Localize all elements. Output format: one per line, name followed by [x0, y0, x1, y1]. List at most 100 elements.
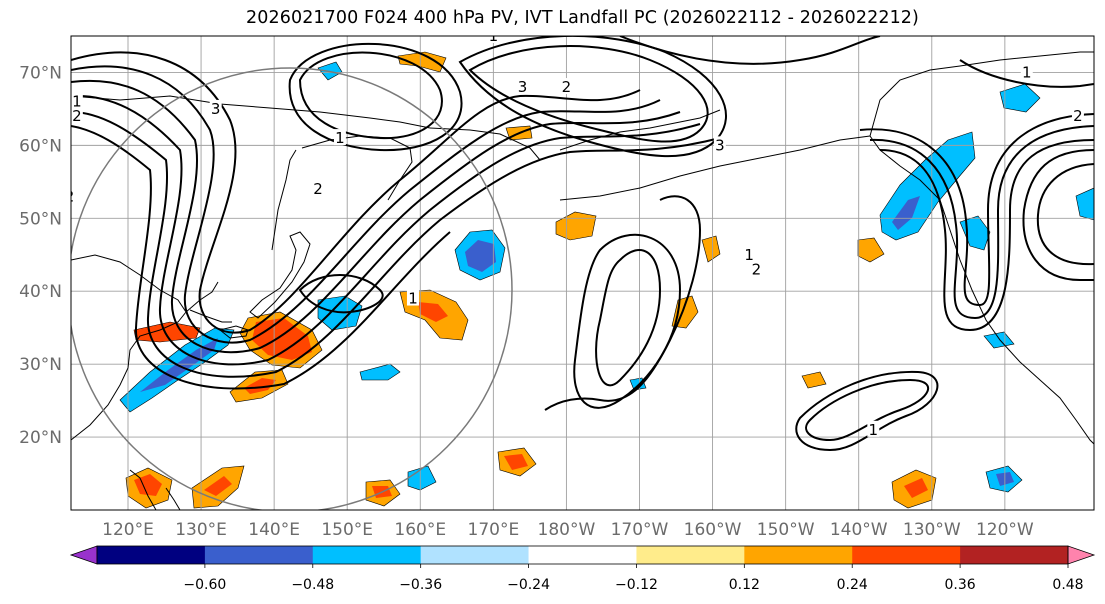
- contour-label-background: [487, 36, 500, 43]
- contour-value-label: 3: [211, 100, 221, 118]
- latitude-label: 60°N: [19, 136, 62, 156]
- longitude-label: 160°W: [684, 520, 742, 540]
- latitude-axis: 70°N 60°N 50°N 40°N 30°N 20°N: [19, 63, 62, 448]
- pv-contours: [71, 36, 1094, 452]
- latitude-label: 70°N: [19, 63, 62, 83]
- contour-label-background: [1020, 63, 1033, 80]
- landfall-radius-circle: [71, 67, 513, 510]
- latitude-label: 20°N: [19, 428, 62, 448]
- contour-value-label: 1: [72, 93, 82, 111]
- negative-anomaly-mid-pacific-small: [359, 363, 401, 381]
- contour-value-label: 2: [752, 260, 762, 278]
- positive-anomaly-south-of-japan-2-core: [244, 378, 276, 394]
- positive-anomaly-tropics-170e-core: [504, 454, 528, 470]
- longitude-label: 150°W: [757, 520, 815, 540]
- contour-value-label: 2: [65, 187, 75, 205]
- positive-anomaly-150w-south: [801, 371, 827, 389]
- colorbar-frame: [96, 545, 1069, 565]
- latitude-label: 50°N: [19, 209, 62, 229]
- positive-anomaly-155w: [701, 235, 721, 263]
- contour-value-label: 1: [335, 129, 345, 147]
- contour-label-background: [333, 129, 346, 146]
- graticule: [71, 36, 1094, 510]
- colorbar-tick-label: −0.12: [615, 577, 658, 593]
- colorbar-segment: [204, 546, 314, 564]
- longitude-label: 140°W: [830, 520, 888, 540]
- colorbar-tick-label: 0.12: [729, 577, 760, 593]
- contour-label-background: [1071, 107, 1084, 124]
- colorbar-tick-label: −0.24: [507, 577, 550, 593]
- latitude-label: 40°N: [19, 282, 62, 302]
- longitude-label: 150°E: [321, 520, 373, 540]
- contour-value-label: 3: [715, 136, 725, 154]
- contour-value-label: 1: [408, 290, 418, 308]
- positive-anomaly-tropics-135w-core: [904, 478, 928, 498]
- contour-value-label: 2: [1073, 107, 1083, 125]
- colorbar-tick-label: −0.36: [399, 577, 442, 593]
- colorbar-tick-label: 0.24: [837, 577, 868, 593]
- colorbar-extend-low: [69, 545, 98, 565]
- contour-label-background: [311, 180, 324, 197]
- contour-value-label: 2: [313, 180, 323, 198]
- negative-anomaly-bc-coast: [959, 215, 991, 251]
- negative-anomaly-kuril-core: [465, 240, 496, 272]
- contour-value-label: 2: [562, 78, 572, 96]
- contour-label-background: [406, 289, 419, 306]
- colorbar: [69, 545, 1096, 565]
- longitude-label: 170°W: [611, 520, 669, 540]
- colorbar-segment: [636, 546, 745, 564]
- map-title: 2026021700 F024 400 hPa PV, IVT Landfall…: [246, 8, 919, 28]
- colorbar-labels: −0.60 −0.48 −0.36 −0.24 −0.12 0.12 0.24 0.36 0.4…: [183, 564, 1084, 593]
- longitude-label: 170°E: [468, 520, 520, 540]
- colorbar-segment: [312, 546, 422, 564]
- negative-anomaly-north-canada: [999, 83, 1041, 113]
- positive-anomaly-west-pacific-tropics-core: [204, 476, 232, 496]
- longitude-axis: 120°E 130°E 140°E 150°E 160°E 170°E 180°W 170°W…: [102, 520, 1034, 540]
- negative-anomaly-alaska-coast-core: [892, 196, 920, 230]
- contour-value-label: 1: [1022, 63, 1032, 81]
- negative-anomaly-california-offshore: [983, 331, 1015, 349]
- positive-anomaly-core-south-japan: [252, 318, 312, 360]
- contour-label-background: [516, 78, 529, 95]
- contour-value-label: 1: [744, 246, 754, 264]
- map-frame: [70, 35, 1095, 511]
- colorbar-segment: [420, 546, 530, 564]
- contour-value-label: 1: [489, 27, 499, 45]
- colorbar-extend-high: [1067, 545, 1096, 565]
- colorbar-segment: [97, 546, 206, 564]
- contour-label-background: [743, 245, 756, 262]
- contour-label-background: [209, 99, 222, 116]
- longitude-label: 160°E: [394, 520, 446, 540]
- longitude-label: 130°W: [903, 520, 961, 540]
- colorbar-tick-label: −0.48: [291, 577, 334, 593]
- colorbar-tick-label: −0.60: [183, 577, 226, 593]
- contour-label-background: [560, 78, 573, 95]
- negative-anomaly-east-edge: [1075, 187, 1094, 221]
- longitude-label: 120°W: [976, 520, 1034, 540]
- colorbar-segment: [852, 546, 961, 564]
- positive-anomaly-140w: [857, 237, 885, 263]
- contour-value-label: 3: [518, 78, 528, 96]
- colorbar-segment: [528, 546, 637, 564]
- latitude-label: 30°N: [19, 355, 62, 375]
- positive-anomaly-arctic-north: [397, 51, 447, 73]
- colorbar-segment: [744, 546, 853, 564]
- contour-value-label: 2: [72, 107, 82, 125]
- contour-label-background: [71, 92, 83, 109]
- map-background: [71, 36, 1094, 510]
- positive-anomaly-central-pacific-core: [418, 302, 448, 322]
- contour-label-background: [71, 107, 83, 124]
- colorbar-tick-label: 0.36: [945, 577, 976, 593]
- contour-label-background: [867, 420, 880, 437]
- longitude-label: 180°W: [538, 520, 596, 540]
- colorbar-segment: [960, 546, 1069, 564]
- longitude-label: 140°E: [248, 520, 300, 540]
- longitude-label: 120°E: [102, 520, 154, 540]
- colorbar-tick-label: 0.48: [1052, 577, 1083, 593]
- longitude-label: 130°E: [175, 520, 227, 540]
- contour-label-background: [713, 136, 726, 153]
- contour-label-background: [71, 187, 76, 204]
- contour-label-background: [750, 260, 763, 277]
